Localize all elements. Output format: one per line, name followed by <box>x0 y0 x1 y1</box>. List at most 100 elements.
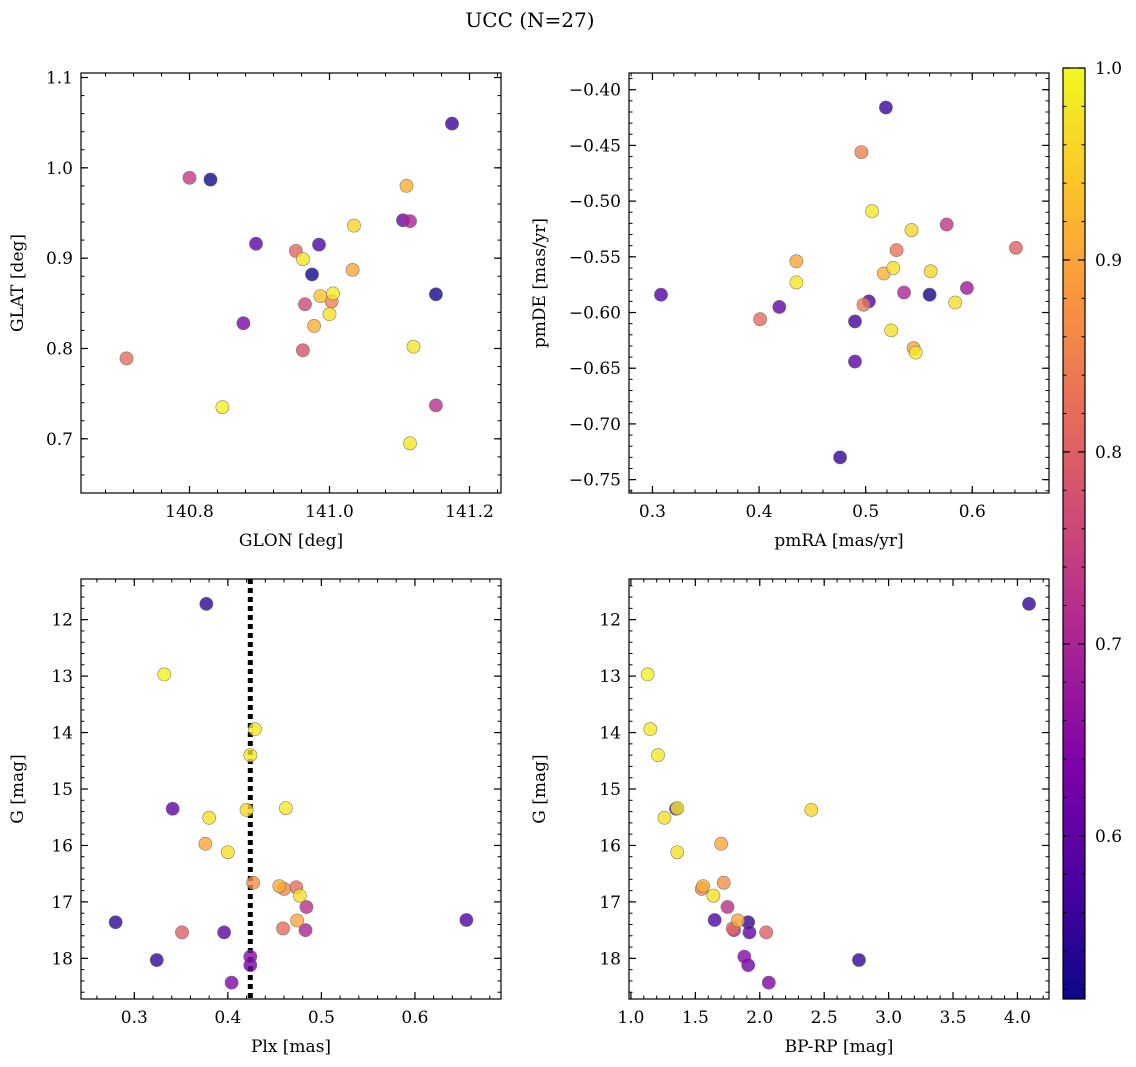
y-tick-label: 1.1 <box>46 69 73 89</box>
data-point <box>246 875 261 890</box>
data-point <box>856 297 871 312</box>
data-point <box>939 217 954 232</box>
x-tick-label: 0.3 <box>639 502 666 522</box>
colorbar-tick-label: 0.7 <box>1095 635 1122 655</box>
data-point <box>640 667 655 682</box>
data-point <box>203 172 218 187</box>
y-tick-label: −0.75 <box>569 471 621 491</box>
data-point <box>108 915 123 930</box>
data-point <box>922 287 937 302</box>
data-point <box>789 275 804 290</box>
data-point <box>742 925 757 940</box>
x-tick-label: 0.5 <box>308 1008 335 1028</box>
data-point <box>202 810 217 825</box>
data-point <box>848 354 862 369</box>
data-point <box>833 450 847 465</box>
x-tick-label: 0.5 <box>852 502 879 522</box>
data-point <box>696 879 710 893</box>
y-tick-label: 13 <box>599 667 621 687</box>
y-tick-label: 15 <box>599 780 621 800</box>
data-point <box>904 223 919 237</box>
y-tick-label: 12 <box>51 611 73 631</box>
data-point <box>307 319 321 333</box>
data-point <box>199 596 214 611</box>
data-point <box>298 923 313 938</box>
data-point <box>347 218 361 233</box>
data-point <box>119 351 134 366</box>
x-tick-label: 2.5 <box>811 1008 838 1028</box>
y-tick-label: 1.0 <box>46 159 73 179</box>
data-point <box>804 802 819 817</box>
points-plx-g <box>108 596 474 990</box>
y-tick-label: −0.45 <box>569 136 621 156</box>
panel-pmra-pmde: 0.3 0.4 0.5 0.6 −0.40 −0.45 −0.50 −0.55 −0.60 −0.… <box>530 72 1050 551</box>
panel-bprp-g: 1.0 1.5 2.0 2.5 3.0 3.5 4.0 12 13 14 15 16 17 18 BP-RP… <box>530 578 1050 1057</box>
y-tick-label: 12 <box>599 611 621 631</box>
panel-glon-glat: 140.8 141.0 141.2 0.7 0.8 0.9 1.0 1.1 GLON [deg]… <box>8 69 502 551</box>
data-point <box>670 845 685 860</box>
y-tick-label: −0.50 <box>569 192 621 212</box>
data-point <box>322 307 337 322</box>
data-point <box>249 236 263 251</box>
data-point <box>761 975 776 990</box>
x-tick-label: 1.0 <box>617 1008 644 1028</box>
x-tick-label: 1.5 <box>682 1008 709 1028</box>
data-point <box>643 722 658 737</box>
data-point <box>923 264 938 279</box>
colorbar-tick-label: 0.8 <box>1095 443 1122 463</box>
x-tick-label: 0.4 <box>746 502 773 522</box>
colorbar-gradient <box>1063 68 1085 999</box>
data-point <box>290 913 304 928</box>
x-axis-label: Plx [mas] <box>251 1037 331 1057</box>
y-tick-label: 17 <box>51 893 73 913</box>
data-point <box>312 237 326 252</box>
data-point <box>651 748 665 763</box>
data-point <box>889 243 904 258</box>
y-tick-label: 13 <box>51 667 73 687</box>
data-point <box>670 801 685 816</box>
data-point <box>753 312 768 327</box>
data-point <box>707 913 722 927</box>
axes-frame <box>80 578 502 1000</box>
colorbar-tick-label: 0.6 <box>1095 827 1122 847</box>
data-point <box>198 836 213 851</box>
data-point <box>737 949 752 964</box>
data-point <box>224 975 239 990</box>
data-point <box>406 339 421 354</box>
y-axis-label: G [mag] <box>8 754 28 823</box>
y-axis-label: pmDE [mas/yr] <box>530 218 550 348</box>
data-point <box>149 953 164 967</box>
x-tick-label: 0.6 <box>401 1008 428 1028</box>
data-point <box>716 875 731 890</box>
data-point <box>243 949 258 964</box>
data-point <box>220 845 235 860</box>
data-point <box>854 145 869 159</box>
data-point <box>948 295 963 310</box>
data-point <box>236 316 251 331</box>
y-tick-label: 16 <box>51 836 73 856</box>
data-point <box>459 913 474 927</box>
data-point <box>399 179 414 193</box>
data-point <box>157 667 172 682</box>
data-point <box>345 263 360 277</box>
y-tick-label: 0.9 <box>46 249 73 269</box>
y-tick-label: 15 <box>51 780 73 800</box>
data-point <box>428 398 443 413</box>
y-tick-label: 14 <box>51 724 73 744</box>
data-point <box>865 204 879 219</box>
data-point <box>272 879 287 893</box>
data-point <box>299 900 314 914</box>
y-tick-label: 16 <box>599 836 621 856</box>
y-tick-label: −0.55 <box>569 248 621 268</box>
y-tick-label: 0.8 <box>46 339 73 359</box>
data-point <box>706 888 721 903</box>
x-tick-label: 141.2 <box>445 502 494 522</box>
data-point <box>897 285 911 300</box>
data-point <box>165 801 180 816</box>
data-point <box>852 953 866 967</box>
y-tick-label: 17 <box>599 893 621 913</box>
x-tick-label: 2.0 <box>746 1008 773 1028</box>
